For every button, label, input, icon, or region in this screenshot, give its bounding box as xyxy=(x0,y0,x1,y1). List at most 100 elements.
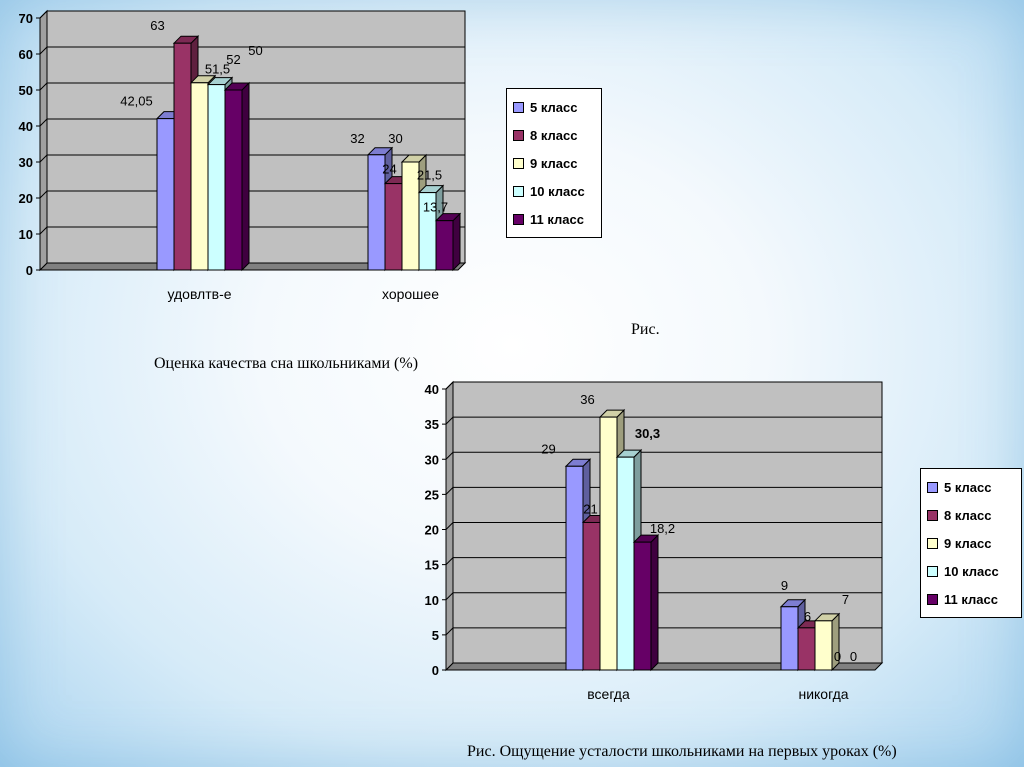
bar xyxy=(224,89,243,271)
data-label: 42,05 xyxy=(120,94,153,109)
gridline-side xyxy=(39,154,48,163)
gridline-side xyxy=(445,416,454,425)
legend-swatch xyxy=(927,565,938,577)
y-tick-label: 30 xyxy=(425,452,439,467)
chart2-legend: 5 класс 8 класс 9 класс 10 класс 11 класс xyxy=(920,468,1022,618)
legend-item: 11 класс xyxy=(513,205,593,233)
y-tick-label: 70 xyxy=(19,11,33,26)
gridline-side xyxy=(445,381,454,390)
legend-item: 8 класс xyxy=(513,121,593,149)
data-label: 7 xyxy=(842,592,849,607)
category-label: никогда xyxy=(798,686,848,702)
legend-swatch xyxy=(927,481,938,493)
data-label: 13,7 xyxy=(423,200,448,215)
legend-label: 9 класс xyxy=(944,535,992,551)
bar xyxy=(814,620,833,671)
legend-swatch xyxy=(513,129,524,141)
gridline-side xyxy=(39,190,48,199)
data-label: 30 xyxy=(388,131,402,146)
y-tick-label: 5 xyxy=(432,628,439,643)
data-label: 32 xyxy=(350,131,364,146)
gridline-side xyxy=(39,226,48,235)
legend-item: 10 класс xyxy=(513,177,593,205)
bar xyxy=(780,606,799,671)
data-label: 21 xyxy=(583,501,597,516)
legend-label: 8 класс xyxy=(530,127,578,143)
y-tick-label: 10 xyxy=(425,593,439,608)
legend-item: 9 класс xyxy=(513,149,593,177)
gridline-side xyxy=(39,82,48,91)
legend-label: 10 класс xyxy=(530,183,585,199)
legend-item: 8 класс xyxy=(927,501,1013,529)
chart2-title: Рис. Ощущение усталости школьниками на п… xyxy=(467,743,897,760)
legend-swatch xyxy=(513,101,524,113)
category-label: удовлтв-е xyxy=(167,286,231,302)
data-label: 50 xyxy=(248,43,262,58)
legend-label: 11 класс xyxy=(944,591,998,607)
y-tick-label: 35 xyxy=(425,417,439,432)
data-label: 9 xyxy=(781,578,788,593)
y-tick-label: 30 xyxy=(19,155,33,170)
legend-label: 8 класс xyxy=(944,507,992,523)
legend-label: 11 класс xyxy=(530,211,584,227)
legend-swatch xyxy=(513,213,524,225)
gridline-side xyxy=(39,118,48,127)
legend-label: 9 класс xyxy=(530,155,578,171)
y-tick-label: 10 xyxy=(19,227,33,242)
data-label: 21,5 xyxy=(417,168,442,183)
bar xyxy=(435,220,454,271)
y-tick-label: 40 xyxy=(425,382,439,397)
data-label: 0 xyxy=(834,649,841,664)
gridline-side xyxy=(445,557,454,565)
y-tick-label: 0 xyxy=(26,263,33,278)
legend-label: 5 класс xyxy=(944,479,992,495)
y-tick-label: 0 xyxy=(432,663,439,678)
bar xyxy=(599,416,618,671)
legend-swatch xyxy=(513,157,524,169)
bar xyxy=(616,456,635,671)
y-tick-label: 15 xyxy=(425,558,439,573)
data-label: 18,2 xyxy=(650,521,675,536)
y-tick-label: 60 xyxy=(19,47,33,62)
data-label: 24 xyxy=(382,162,396,177)
data-label: 63 xyxy=(150,18,164,33)
gridline-side xyxy=(445,627,454,636)
data-label: 51,5 xyxy=(205,62,230,77)
data-label: 36 xyxy=(580,392,594,407)
legend-item: 11 класс xyxy=(927,585,1013,613)
legend-label: 10 класс xyxy=(944,563,999,579)
data-label: 0 xyxy=(850,649,857,664)
bar xyxy=(797,627,816,671)
gridline-side xyxy=(445,451,454,460)
data-label: 6 xyxy=(804,609,811,624)
legend-swatch xyxy=(927,509,938,521)
data-label: 30,3 xyxy=(635,426,660,441)
legend-label: 5 класс xyxy=(530,99,578,115)
bar-side xyxy=(650,533,659,672)
y-tick-label: 50 xyxy=(19,83,33,98)
y-tick-label: 40 xyxy=(19,119,33,134)
gridline-side xyxy=(445,522,454,530)
chart1-fig-caption: Рис. xyxy=(631,321,660,338)
bar xyxy=(582,521,601,671)
legend-swatch xyxy=(927,593,938,605)
category-label: хорошее xyxy=(382,286,439,302)
gridline-side xyxy=(445,592,454,601)
data-label: 52 xyxy=(226,52,240,67)
gridline-side xyxy=(39,10,48,19)
bar xyxy=(633,541,652,671)
y-tick-label: 20 xyxy=(19,191,33,206)
chart1-title: Оценка качества сна школьниками (%) xyxy=(154,355,419,372)
data-label: 29 xyxy=(541,441,555,456)
gridline-side xyxy=(445,487,454,495)
bar xyxy=(565,465,584,671)
gridline-side xyxy=(39,46,48,55)
legend-item: 5 класс xyxy=(513,93,593,121)
y-tick-label: 20 xyxy=(425,523,439,538)
legend-swatch xyxy=(513,185,524,197)
chart1-legend: 5 класс 8 класс 9 класс 10 класс 11 класс xyxy=(506,88,602,238)
legend-swatch xyxy=(927,537,938,549)
category-label: всегда xyxy=(587,686,630,702)
